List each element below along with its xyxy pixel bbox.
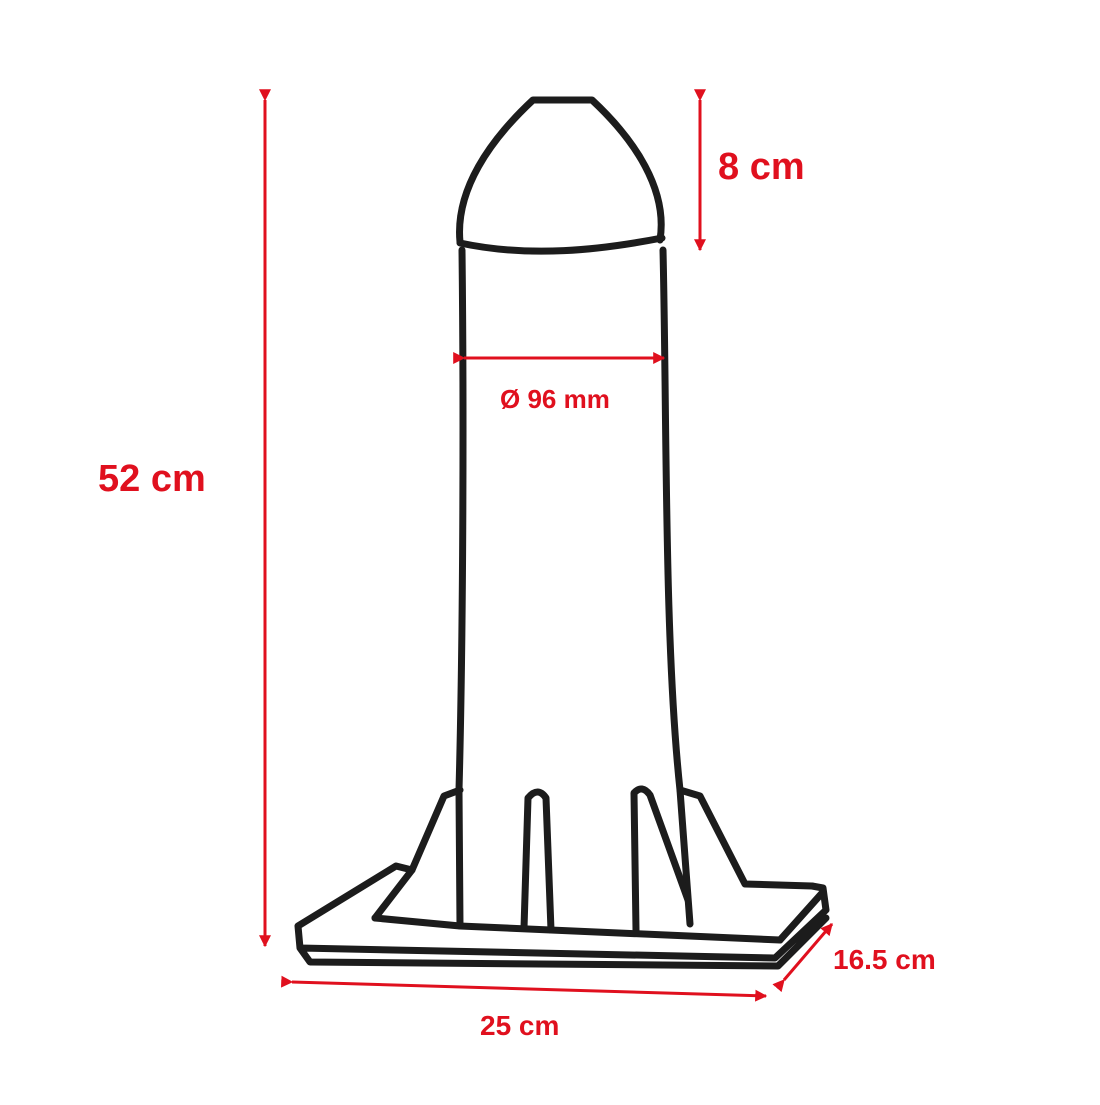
cap-rim: [456, 234, 666, 255]
base-inner-front: [371, 914, 784, 944]
right-fin: [676, 786, 816, 890]
cap-height-label: 8 cm: [718, 146, 805, 188]
tube-right-wall: [659, 246, 694, 928]
base-width-label: 25 cm: [480, 1010, 560, 1041]
diameter-label: Ø 96 mm: [500, 384, 610, 414]
right-prong: [630, 785, 692, 934]
width-dimension-line: [281, 975, 768, 1002]
base-depth-label: 16.5 cm: [833, 944, 936, 975]
depth-dimension-line: [772, 923, 834, 993]
tube-left-wall: [455, 246, 467, 930]
center-prong: [520, 788, 555, 934]
cap-outline: [456, 96, 665, 246]
left-fin: [371, 786, 464, 922]
total-height-label: 52 cm: [98, 458, 206, 500]
